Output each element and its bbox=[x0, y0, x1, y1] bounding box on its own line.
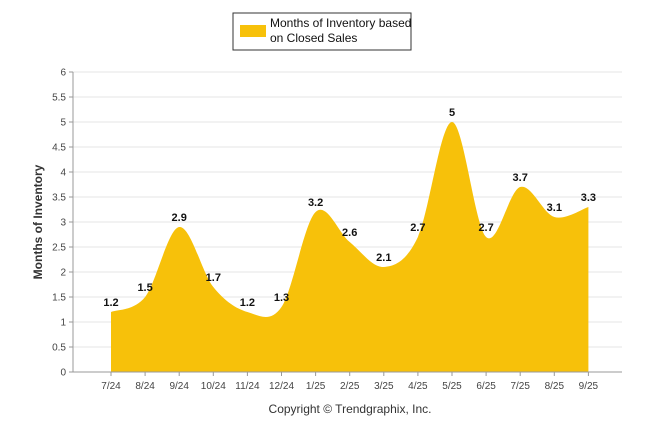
y-tick-label: 1 bbox=[60, 318, 66, 329]
legend-label-line2: on Closed Sales bbox=[270, 31, 357, 45]
data-label: 1.2 bbox=[240, 297, 255, 309]
legend-label-line1: Months of Inventory based bbox=[270, 16, 411, 30]
y-tick-label: 0.5 bbox=[52, 343, 66, 354]
x-tick-label: 9/24 bbox=[169, 381, 189, 392]
x-tick-label: 5/25 bbox=[442, 381, 462, 392]
data-label: 3.2 bbox=[308, 197, 323, 209]
x-tick-label: 12/24 bbox=[269, 381, 294, 392]
y-tick-label: 2 bbox=[60, 268, 66, 279]
x-tick-label: 7/24 bbox=[101, 381, 121, 392]
data-label: 1.7 bbox=[206, 272, 221, 284]
data-label: 2.6 bbox=[342, 227, 357, 239]
data-label: 3.1 bbox=[547, 202, 562, 214]
x-tick-label: 3/25 bbox=[374, 381, 394, 392]
x-tick-label: 10/24 bbox=[201, 381, 226, 392]
data-label: 2.1 bbox=[376, 252, 391, 264]
data-label: 5 bbox=[449, 107, 455, 119]
y-tick-label: 3.5 bbox=[52, 193, 66, 204]
x-tick-label: 4/25 bbox=[408, 381, 428, 392]
y-tick-label: 4 bbox=[60, 168, 66, 179]
y-axis-title: Months of Inventory bbox=[31, 164, 45, 279]
data-label: 2.7 bbox=[478, 222, 493, 234]
y-tick-label: 4.5 bbox=[52, 143, 66, 154]
data-labels: 1.2 1.5 2.9 1.7 1.2 1.3 3.2 2.6 2.1 2.7 5 2.7 3.7 3.1… bbox=[103, 107, 596, 309]
data-label: 1.3 bbox=[274, 292, 289, 304]
legend: Months of Inventory based on Closed Sale… bbox=[232, 12, 412, 51]
area-series bbox=[111, 122, 589, 372]
y-tick-label: 5 bbox=[60, 118, 66, 129]
y-tick-label: 1.5 bbox=[52, 293, 66, 304]
y-tick-label: 6 bbox=[60, 68, 66, 79]
axes: 7/24 8/24 9/24 10/24 11/24 12/24 1/25 2/25 3/25 4… bbox=[72, 72, 622, 392]
copyright-text: Copyright © Trendgraphix, Inc. bbox=[269, 402, 432, 416]
x-tick-label: 7/25 bbox=[510, 381, 530, 392]
y-tick-label: 2.5 bbox=[52, 243, 66, 254]
y-tick-label: 5.5 bbox=[52, 93, 66, 104]
data-label: 3.7 bbox=[513, 172, 528, 184]
data-label: 1.5 bbox=[137, 282, 152, 294]
x-tick-label: 6/25 bbox=[476, 381, 496, 392]
data-label: 3.3 bbox=[581, 192, 596, 204]
legend-swatch bbox=[240, 25, 266, 37]
data-label: 1.2 bbox=[103, 297, 118, 309]
data-label: 2.9 bbox=[172, 212, 187, 224]
data-label: 2.7 bbox=[410, 222, 425, 234]
x-tick-label: 11/24 bbox=[235, 381, 260, 392]
y-tick-label: 0 bbox=[60, 368, 66, 379]
x-tick-label: 1/25 bbox=[306, 381, 326, 392]
y-tick-label: 3 bbox=[60, 218, 66, 229]
x-tick-label: 2/25 bbox=[340, 381, 360, 392]
x-tick-label: 8/24 bbox=[135, 381, 155, 392]
x-tick-label: 9/25 bbox=[579, 381, 599, 392]
x-tick-label: 8/25 bbox=[545, 381, 565, 392]
